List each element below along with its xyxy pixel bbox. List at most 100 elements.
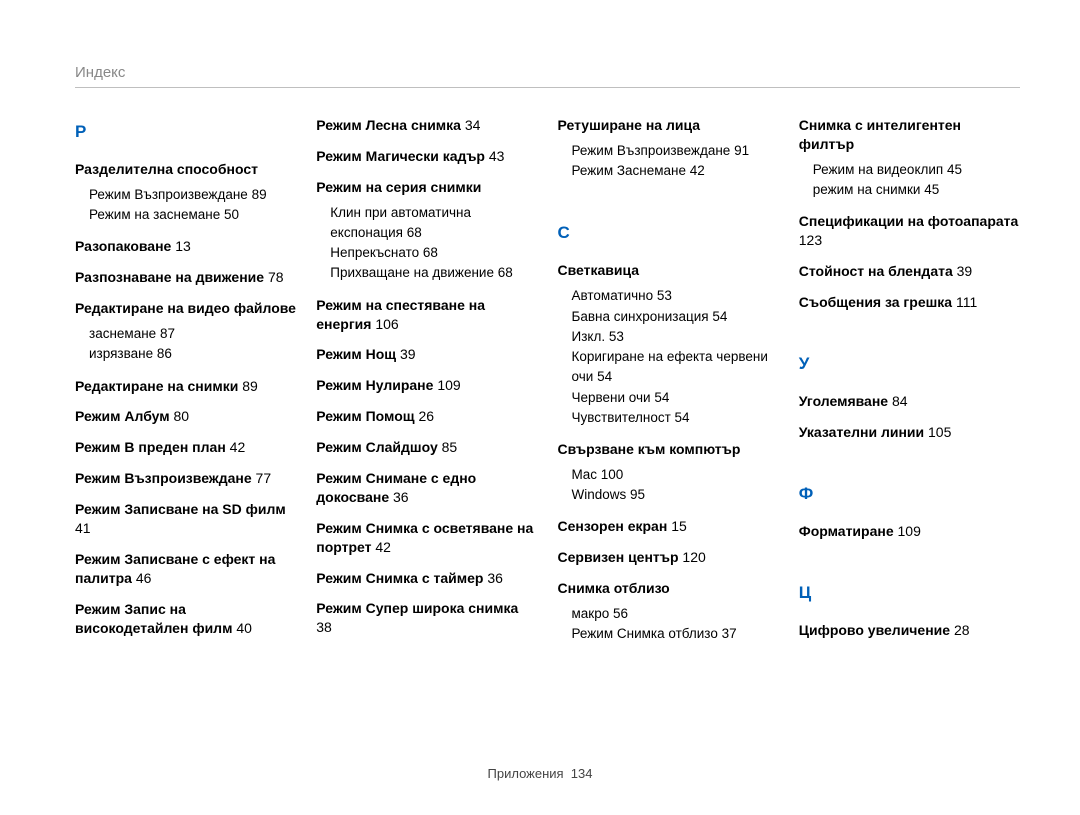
index-entry: Режим Нулиране 109 (316, 376, 537, 395)
index-entry-title: Режим Снимка с осветяване на портрет (316, 520, 533, 555)
index-subentry-text: макро (572, 606, 610, 621)
index-subentry-text: Режим Възпроизвеждане (89, 187, 248, 202)
index-entry-title: Съобщения за грешка (799, 294, 952, 310)
index-entry-page: 120 (682, 549, 705, 565)
index-entry: Режим Записване на SD филм 41 (75, 500, 296, 538)
index-subentry-page: 50 (224, 207, 239, 222)
index-subentries: макро 56Режим Снимка отблизо 37 (558, 604, 779, 645)
index-entry: Режим Лесна снимка 34 (316, 116, 537, 135)
index-entry-title: Режим Помощ (316, 408, 414, 424)
footer-page-number: 134 (571, 766, 593, 781)
index-entry-title: Режим Запис на високодетайлен филм (75, 601, 232, 636)
index-subentry-text: Червени очи (572, 390, 651, 405)
index-subentry: Режим на видеоклип 45 (813, 160, 1020, 180)
index-subentry: режим на снимки 45 (813, 180, 1020, 200)
index-subentry-text: Прихващане на движение (330, 265, 494, 280)
index-entry-title: Режим Снимка с таймер (316, 570, 483, 586)
index-subentry: Бавна синхронизация 54 (572, 307, 779, 327)
spacer (799, 553, 1020, 577)
index-subentries: Режим Възпроизвеждане 89Режим на заснема… (75, 185, 296, 226)
index-column: Режим Лесна снимка 34Режим Магически кад… (316, 116, 537, 657)
index-subentry-text: Клин при автоматична експонация (330, 205, 471, 240)
index-column: РРазделителна способностРежим Възпроизве… (75, 116, 296, 657)
index-letter-heading: Ц (799, 583, 1020, 603)
index-entry-title: Режим В преден план (75, 439, 226, 455)
index-entry-page: 85 (442, 439, 458, 455)
index-subentries: Режим Възпроизвеждане 91Режим Заснемане … (558, 141, 779, 182)
index-entry-page: 109 (898, 523, 921, 539)
index-entry-page: 123 (799, 232, 822, 248)
index-subentry-text: Бавна синхронизация (572, 309, 709, 324)
index-entry-page: 13 (175, 238, 191, 254)
spacer (799, 324, 1020, 348)
index-entry-title: Разопаковане (75, 238, 171, 254)
index-subentry: Клин при автоматична експонация 68 (330, 203, 537, 244)
index-entry-page: 80 (174, 408, 190, 424)
index-subentry-text: заснемане (89, 326, 156, 341)
index-entry: Режим Слайдшоу 85 (316, 438, 537, 457)
index-entry-page: 89 (242, 378, 258, 394)
index-entry: Сервизен център 120 (558, 548, 779, 567)
index-subentry-text: Непрекъснато (330, 245, 419, 260)
index-entry: Режим Запис на високодетайлен филм 40 (75, 600, 296, 638)
index-subentry-page: 68 (498, 265, 513, 280)
index-entry: Съобщения за грешка 111 (799, 293, 1020, 312)
index-entry-title: Разпознаване на движение (75, 269, 264, 285)
index-entry-page: 43 (489, 148, 505, 164)
index-entry: Указателни линии 105 (799, 423, 1020, 442)
index-entry: Разопаковане 13 (75, 237, 296, 256)
index-entry: Ретуширане на лица (558, 116, 779, 135)
index-entry-page: 26 (418, 408, 434, 424)
index-entry-title: Указателни линии (799, 424, 924, 440)
page-footer: Приложения 134 (0, 766, 1080, 781)
index-entry-title: Режим на серия снимки (316, 179, 481, 195)
index-entry-title: Цифрово увеличение (799, 622, 950, 638)
index-subentry-page: 45 (947, 162, 962, 177)
index-entry: Снимка с интелигентен филтър (799, 116, 1020, 154)
index-subentry-page: 87 (160, 326, 175, 341)
index-entry: Режим Албум 80 (75, 407, 296, 426)
page-header: Индекс (75, 64, 1020, 88)
index-entry-title: Свързване към компютър (558, 441, 741, 457)
index-subentry-page: 53 (609, 329, 624, 344)
index-entry-title: Редактиране на видео файлове (75, 300, 296, 316)
index-subentries: Mac 100Windows 95 (558, 465, 779, 506)
index-subentries: заснемане 87изрязване 86 (75, 324, 296, 365)
index-subentry: Режим Снимка отблизо 37 (572, 624, 779, 644)
index-subentry-page: 91 (734, 143, 749, 158)
index-subentry-text: Режим Заснемане (572, 163, 687, 178)
index-subentry-page: 100 (601, 467, 624, 482)
index-subentry: заснемане 87 (89, 324, 296, 344)
index-entry: Режим Помощ 26 (316, 407, 537, 426)
index-entry-page: 39 (957, 263, 973, 279)
index-subentry-text: Режим на заснемане (89, 207, 220, 222)
index-entry: Режим на спестяване на енергия 106 (316, 296, 537, 334)
index-entry: Снимка отблизо (558, 579, 779, 598)
index-subentry: Коригиране на ефекта червени очи 54 (572, 347, 779, 388)
index-entry: Разделителна способност (75, 160, 296, 179)
index-subentry-page: 95 (630, 487, 645, 502)
index-subentry: изрязване 86 (89, 344, 296, 364)
index-subentries: Режим на видеоклип 45режим на снимки 45 (799, 160, 1020, 201)
index-entry: Форматиране 109 (799, 522, 1020, 541)
index-entry-page: 111 (956, 294, 977, 310)
index-subentry-page: 54 (597, 369, 612, 384)
index-subentry-text: Режим Снимка отблизо (572, 626, 718, 641)
index-entry-title: Режим Слайдшоу (316, 439, 437, 455)
index-entry: Спецификации на фотоапарата 123 (799, 212, 1020, 250)
index-entry: Светкавица (558, 261, 779, 280)
index-subentry: Червени очи 54 (572, 388, 779, 408)
index-entry: Режим Нощ 39 (316, 345, 537, 364)
index-entry-page: 77 (256, 470, 272, 486)
index-entry-title: Снимка с интелигентен филтър (799, 117, 961, 152)
index-subentry: Windows 95 (572, 485, 779, 505)
index-entry: Сензорен екран 15 (558, 517, 779, 536)
index-subentry-page: 54 (712, 309, 727, 324)
index-entry: Режим Възпроизвеждане 77 (75, 469, 296, 488)
index-entry: Редактиране на видео файлове (75, 299, 296, 318)
index-entry-title: Режим Възпроизвеждане (75, 470, 252, 486)
index-entry-title: Режим Нощ (316, 346, 396, 362)
index-entry-title: Режим Записване на SD филм (75, 501, 286, 517)
index-entry-page: 38 (316, 619, 332, 635)
index-entry-title: Режим Записване с ефект на палитра (75, 551, 275, 586)
